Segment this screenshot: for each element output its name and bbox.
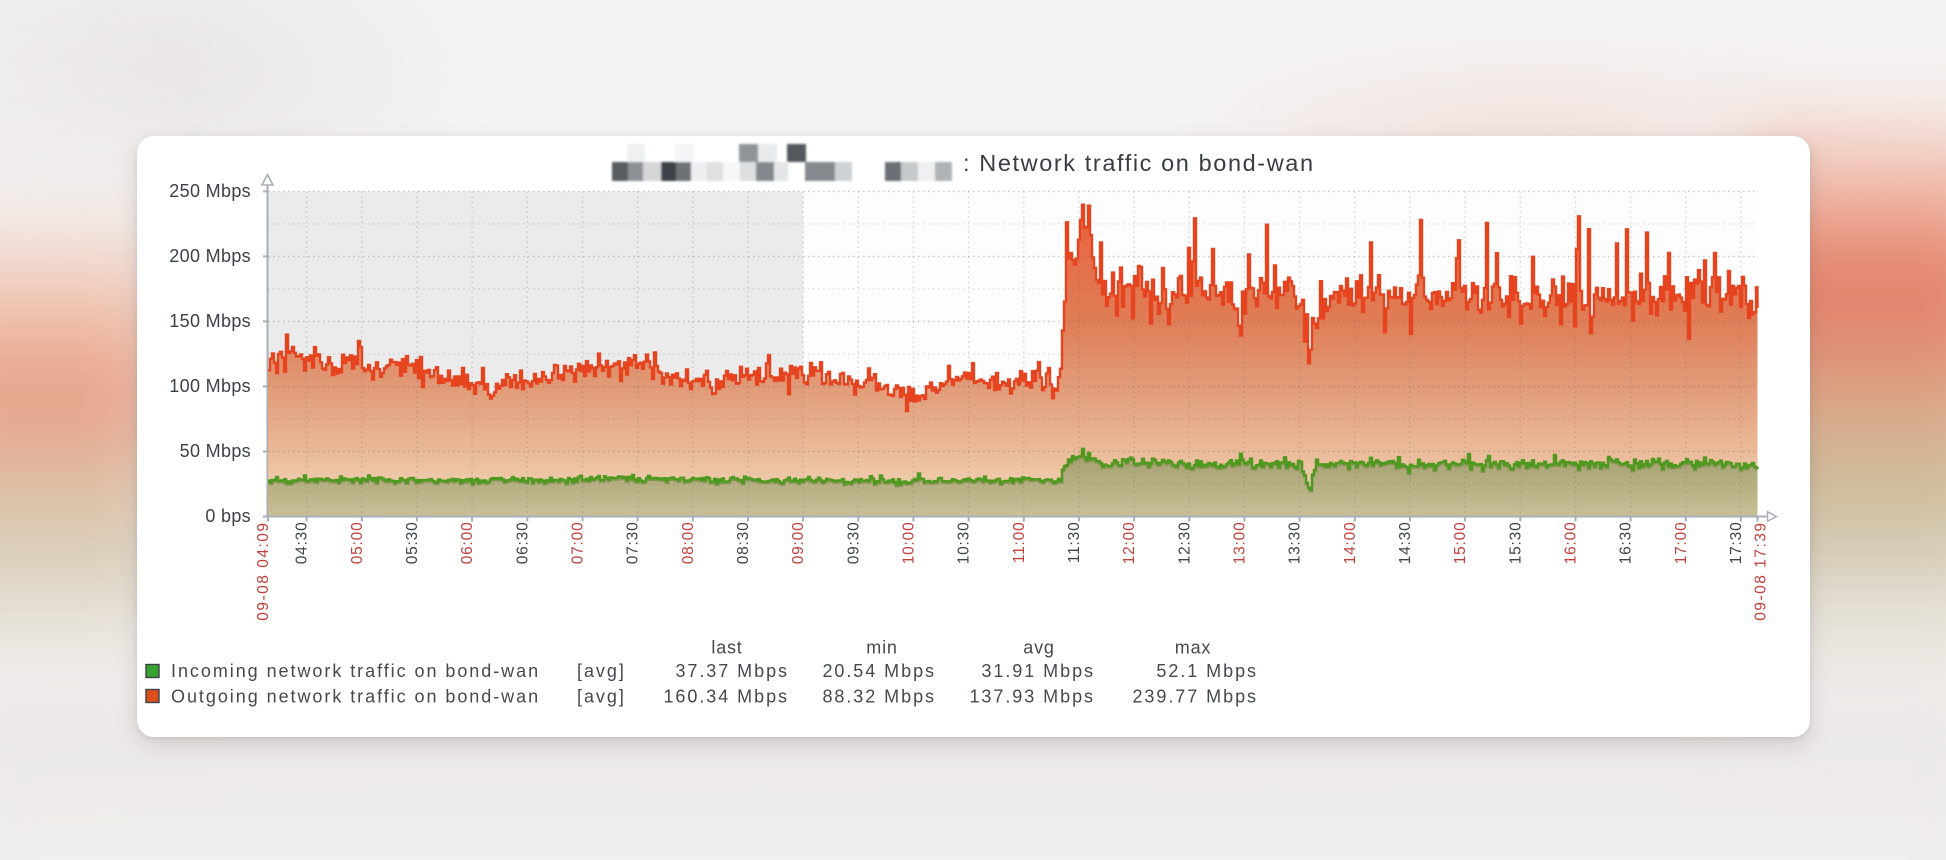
svg-text:04:30: 04:30 [294,522,311,565]
svg-text:250 Mbps: 250 Mbps [169,181,251,201]
svg-text:11:00: 11:00 [1011,522,1028,564]
svg-text:max: max [1175,638,1211,658]
svg-text:08:00: 08:00 [680,522,697,565]
svg-text:0 bps: 0 bps [205,506,251,526]
svg-text:37.37 Mbps: 37.37 Mbps [675,661,789,681]
svg-text:08:30: 08:30 [735,522,752,565]
svg-text:12:00: 12:00 [1121,522,1138,565]
svg-text:min: min [866,638,897,658]
svg-text:50 Mbps: 50 Mbps [180,441,251,461]
svg-text:avg: avg [1023,638,1054,658]
svg-text:[avg]: [avg] [577,661,626,681]
svg-text:137.93 Mbps: 137.93 Mbps [969,687,1095,707]
svg-text:15:30: 15:30 [1507,522,1524,565]
svg-text:17:30: 17:30 [1728,522,1745,565]
svg-text:52.1 Mbps: 52.1 Mbps [1156,661,1258,681]
svg-text:14:00: 14:00 [1342,522,1359,565]
svg-text:09:30: 09:30 [845,522,862,565]
svg-text:16:00: 16:00 [1563,522,1580,565]
svg-text:10:30: 10:30 [956,522,973,565]
svg-text:239.77 Mbps: 239.77 Mbps [1132,687,1258,707]
svg-text:15:00: 15:00 [1452,522,1469,565]
svg-text:13:30: 13:30 [1287,522,1304,565]
svg-text:05:00: 05:00 [349,522,366,565]
svg-text:150 Mbps: 150 Mbps [169,311,251,331]
svg-text:200 Mbps: 200 Mbps [169,246,251,266]
svg-text:Outgoing network traffic on bo: Outgoing network traffic on bond-wan [171,687,540,707]
svg-text:05:30: 05:30 [404,522,421,565]
svg-text:11:30: 11:30 [1066,522,1083,564]
svg-text:10:00: 10:00 [900,522,917,565]
svg-text:20.54 Mbps: 20.54 Mbps [822,661,936,681]
svg-text:06:30: 06:30 [514,522,531,565]
svg-text:31.91 Mbps: 31.91 Mbps [981,661,1095,681]
svg-text:last: last [711,638,742,658]
svg-text:14:30: 14:30 [1397,522,1414,565]
svg-text:07:00: 07:00 [570,522,587,565]
svg-text:100 Mbps: 100 Mbps [169,376,251,396]
svg-text:16:30: 16:30 [1618,522,1635,565]
svg-text:09-08 17:39: 09-08 17:39 [1753,522,1770,621]
svg-text:88.32 Mbps: 88.32 Mbps [822,687,936,707]
svg-text:13:00: 13:00 [1231,522,1248,565]
svg-text:09:00: 09:00 [790,522,807,565]
svg-text:06:00: 06:00 [459,522,476,565]
svg-text:17:00: 17:00 [1673,522,1690,565]
svg-text:09-08 04:09: 09-08 04:09 [255,522,272,621]
svg-text:12:30: 12:30 [1176,522,1193,565]
svg-text:: Network traffic on bond-wan: : Network traffic on bond-wan [963,150,1315,176]
svg-text:160.34 Mbps: 160.34 Mbps [663,687,789,707]
svg-text:07:30: 07:30 [625,522,642,565]
svg-text:Incoming network traffic on bo: Incoming network traffic on bond-wan [171,661,540,681]
svg-text:[avg]: [avg] [577,687,626,707]
